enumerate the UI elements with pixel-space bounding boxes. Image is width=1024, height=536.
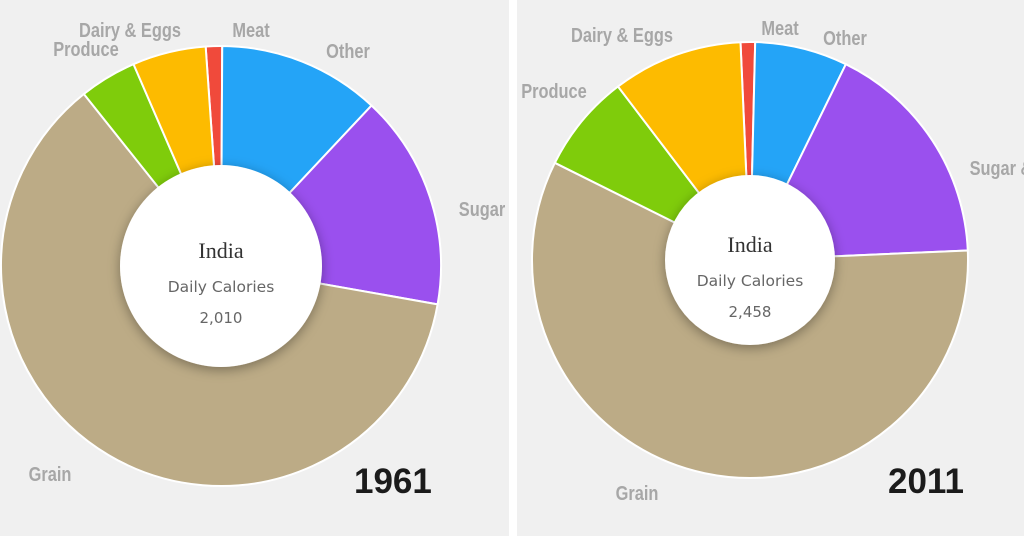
donut-center: [665, 175, 835, 345]
slice-label: Sugar: [459, 197, 505, 220]
slice-label: Dairy & Eggs: [571, 23, 673, 46]
slice-label: Grain: [29, 462, 72, 485]
chart-panel-1961: Meat Other Sugar Grain Produce Dairy & Eggs I…: [0, 0, 509, 536]
center-title: India: [727, 232, 772, 257]
center-title: India: [198, 238, 243, 263]
slice-label: Other: [326, 39, 370, 62]
slice-label: Produce: [521, 79, 587, 102]
slice-label: Other: [823, 26, 867, 49]
center-total: 2,010: [200, 309, 243, 327]
slice-label: Meat: [761, 16, 798, 39]
center-subtitle: Daily Calories: [697, 272, 804, 290]
slice-label: Meat: [232, 18, 269, 41]
slice-label: Sugar &: [970, 156, 1024, 179]
donut-chart-2011: Meat Other Sugar & Grain Produce Dairy & Eggs…: [521, 16, 1024, 504]
chart-panel-2011: Meat Other Sugar & Grain Produce Dairy & Eggs…: [517, 0, 1024, 536]
slice-label: Produce: [53, 37, 119, 60]
center-total: 2,458: [729, 303, 772, 321]
donut-center: [120, 165, 322, 367]
slice-label: Dairy & Eggs: [79, 18, 181, 41]
year-label: 1961: [354, 462, 432, 501]
slice-label: Grain: [616, 481, 659, 504]
year-label: 2011: [888, 462, 964, 501]
center-subtitle: Daily Calories: [168, 278, 275, 296]
